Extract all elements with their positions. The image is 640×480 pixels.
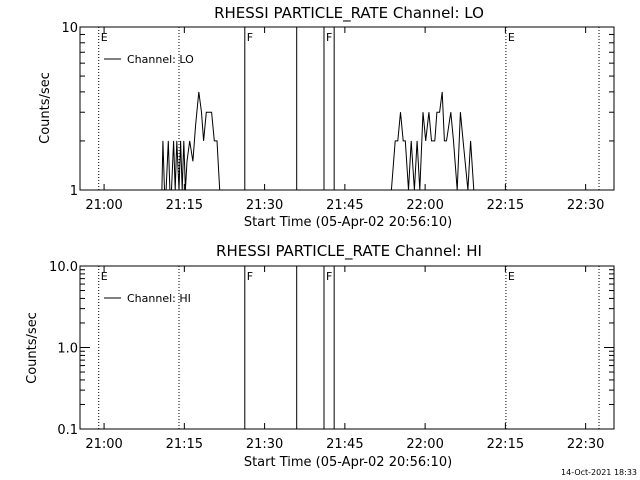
hi-x-axis-label: Start Time (05-Apr-02 20:56:10) — [244, 455, 452, 470]
marker-label: E — [101, 31, 108, 44]
x-tick-label: 22:15 — [487, 437, 524, 452]
lo-legend-label: Channel: LO — [127, 53, 194, 66]
lo-series-group — [161, 91, 476, 191]
lo-y-axis-ticks: 1 10 — [61, 21, 614, 199]
marker-label: E — [101, 270, 108, 283]
y-tick-label: 1.0 — [57, 342, 78, 357]
x-tick-label: 21:15 — [166, 437, 203, 452]
lo-x-axis-label: Start Time (05-Apr-02 20:56:10) — [244, 215, 452, 230]
lo-plot-frame — [79, 26, 615, 191]
x-tick-label: 21:00 — [85, 198, 122, 213]
x-tick-label: 22:30 — [567, 437, 604, 452]
hi-legend-label: Channel: HI — [127, 292, 191, 305]
y-tick-label: 0.1 — [57, 423, 78, 438]
y-tick-label: 10.0 — [49, 260, 78, 275]
y-tick-label: 1 — [70, 184, 78, 199]
x-tick-label: 22:15 — [487, 198, 524, 213]
y-tick-label: 10 — [61, 21, 78, 36]
lo-x-axis-ticks: 21:00 21:15 21:30 21:45 22:00 22:15 22:30 — [85, 27, 604, 213]
x-tick-label: 21:30 — [246, 437, 283, 452]
hi-x-axis-ticks: 21:00 21:15 21:30 21:45 22:00 22:15 22:30 — [85, 266, 604, 452]
hi-y-axis-label: Counts/sec — [25, 312, 40, 384]
x-tick-label: 21:15 — [166, 198, 203, 213]
hi-plot-frame — [79, 265, 615, 430]
hi-chart-title: RHESSI PARTICLE_RATE Channel: HI — [216, 242, 482, 261]
marker-label: F — [326, 270, 332, 283]
marker-label: E — [508, 270, 515, 283]
x-tick-label: 22:30 — [567, 198, 604, 213]
x-tick-label: 21:45 — [326, 437, 363, 452]
marker-label: F — [326, 31, 332, 44]
x-tick-label: 22:00 — [406, 437, 443, 452]
marker-label: F — [247, 270, 253, 283]
hi-channel-panel: RHESSI PARTICLE_RATE Channel: HI E F F E 21… — [25, 242, 615, 470]
x-tick-label: 21:45 — [326, 198, 363, 213]
lo-y-axis-label: Counts/sec — [38, 72, 53, 144]
x-tick-label: 21:00 — [85, 437, 122, 452]
generation-timestamp: 14-Oct-2021 18:33 — [561, 468, 637, 477]
hi-y-axis-ticks: 0.1 1.0 10.0 — [49, 260, 614, 438]
x-tick-label: 21:30 — [246, 198, 283, 213]
marker-label: F — [247, 31, 253, 44]
lo-chart-title: RHESSI PARTICLE_RATE Channel: LO — [214, 4, 484, 23]
series-line — [161, 91, 476, 191]
lo-channel-panel: RHESSI PARTICLE_RATE Channel: LO E F F E 21… — [38, 4, 615, 230]
x-tick-label: 22:00 — [406, 198, 443, 213]
marker-label: E — [508, 31, 515, 44]
